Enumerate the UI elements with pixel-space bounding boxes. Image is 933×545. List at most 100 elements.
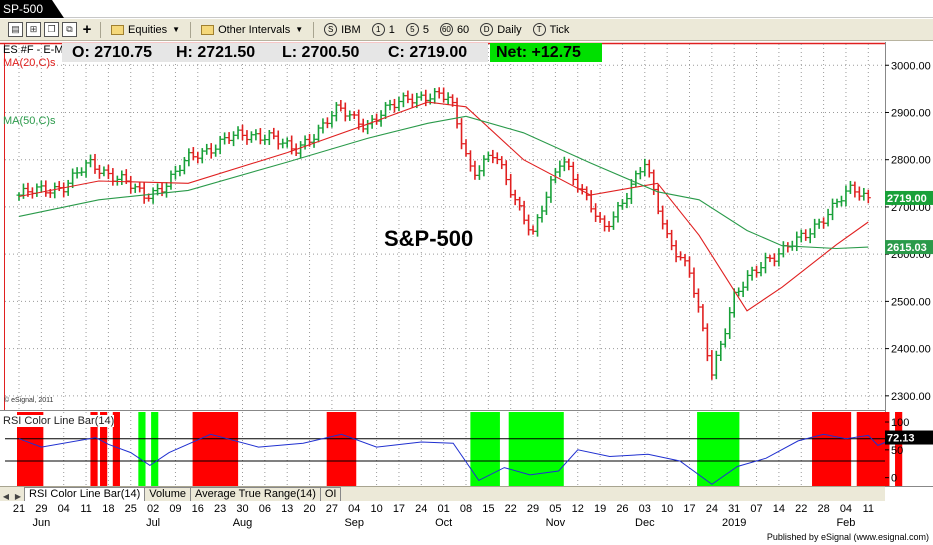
date-tick-label: 22 [795, 503, 807, 515]
rsi-line [18, 433, 898, 485]
date-tick-label: 04 [840, 503, 852, 515]
date-tick-label: 28 [817, 503, 829, 515]
publisher-footer: Published by eSignal (www.esignal.com) [766, 532, 929, 542]
equities-dropdown[interactable]: Equities ▼ [107, 24, 184, 36]
rsi-value-label: 72.13 [887, 433, 915, 445]
tab-atr[interactable]: Average True Range(14) [189, 487, 321, 501]
price-tick-label: 2400.00 [891, 344, 931, 356]
add-icon[interactable]: + [82, 20, 92, 38]
date-tick-label: 12 [572, 503, 584, 515]
study-tabs: ◀ ▶ RSI Color Line Bar(14) Volume Averag… [0, 486, 885, 501]
zoom-icon[interactable]: ⊞ [26, 22, 41, 37]
symbol-button-label: IBM [341, 23, 361, 36]
month-label: Dec [635, 517, 655, 529]
chevron-down-icon: ▼ [172, 25, 181, 34]
page-icon[interactable]: ❐ [44, 22, 59, 37]
date-tick-label: 03 [639, 503, 651, 515]
interval-button-60[interactable]: 60 60 [436, 23, 473, 36]
copyright-note: © eSignal, 2011 [4, 397, 54, 404]
date-tick-label: 04 [58, 503, 70, 515]
toolbar-divider [313, 21, 315, 38]
date-tick-label: 17 [393, 503, 405, 515]
interval-button-label: Tick [549, 23, 570, 36]
date-tick-label: 31 [728, 503, 740, 515]
quote-high: H: 2721.50 [176, 44, 256, 61]
date-tick-label: 21 [13, 503, 25, 515]
symbol-button-ibm[interactable]: S IBM [320, 23, 365, 36]
date-tick-label: 30 [236, 503, 248, 515]
toolbar: ▤ ⊞ ❐ ⧉ + Equities ▼ Other Intervals ▼ S… [0, 19, 933, 41]
rsi-oversold-zone [697, 412, 740, 486]
tab-scroll-right-icon[interactable]: ▶ [14, 492, 22, 501]
tab-scroll-left-icon[interactable]: ◀ [2, 492, 10, 501]
interval-icon: 60 [439, 23, 453, 36]
chart-icon[interactable]: ▤ [8, 22, 23, 37]
interval-icon: 5 [405, 23, 419, 36]
date-tick-label: 14 [773, 503, 785, 515]
tab-rsi[interactable]: RSI Color Line Bar(14) [24, 487, 146, 501]
interval-icon: D [480, 23, 494, 36]
date-tick-label: 19 [594, 503, 606, 515]
date-tick-label: 10 [661, 503, 673, 515]
quote-open: O: 2710.75 [72, 44, 153, 61]
date-tick-label: 23 [214, 503, 226, 515]
date-tick-label: 04 [348, 503, 360, 515]
symbol-icon: S [324, 23, 338, 36]
interval-button-daily[interactable]: D Daily [476, 23, 525, 36]
ma50-value-flag [885, 240, 933, 255]
ma50-legend: MA(50,C)s [3, 115, 56, 127]
month-label: 2019 [722, 517, 746, 529]
rsi-tick-label: 50 [891, 445, 903, 457]
ma20-line [18, 101, 869, 312]
title-bar: SP-500 [0, 0, 933, 18]
interval-button-tick[interactable]: T Tick [529, 23, 574, 36]
price-tick-label: 2900.00 [891, 107, 931, 119]
price-tick-label: 2500.00 [891, 296, 931, 308]
chevron-down-icon: ▼ [295, 25, 304, 34]
rsi-oversold-zone [138, 412, 146, 486]
toolbar-divider [100, 21, 101, 38]
date-tick-label: 02 [147, 503, 159, 515]
window-title-tab[interactable]: SP-500 [0, 0, 64, 18]
chart-title: S&P-500 [384, 226, 474, 251]
date-tick-label: 10 [370, 503, 382, 515]
rsi-oversold-zone [508, 412, 564, 486]
date-tick-label: 22 [505, 503, 517, 515]
ma50-line [18, 115, 869, 250]
date-tick-label: 25 [125, 503, 137, 515]
date-tick-label: 24 [706, 503, 718, 515]
last-price-label: 2719.00 [887, 193, 927, 205]
rsi-overbought-zone [90, 412, 98, 486]
quote-net: Net: +12.75 [490, 43, 602, 62]
interval-button-label: Daily [497, 23, 522, 36]
quote-low: L: 2700.50 [282, 44, 360, 61]
rsi-overbought-zone [192, 412, 239, 486]
quote-panel: O: 2710.75 H: 2721.50 L: 2700.50 C: 2719… [62, 43, 488, 62]
month-label: Sep [344, 517, 364, 529]
intervals-label: Other Intervals [218, 23, 291, 36]
ma50-value-label: 2615.03 [887, 242, 927, 254]
last-price-flag [885, 190, 933, 205]
month-label: Aug [233, 517, 253, 529]
rsi-overbought-zone [895, 412, 903, 486]
rsi-tick-label: 100 [891, 417, 909, 429]
equities-label: Equities [128, 23, 168, 36]
date-tick-label: 15 [482, 503, 494, 515]
date-tick-label: 05 [549, 503, 561, 515]
interval-icon: 1 [371, 23, 385, 36]
tab-volume[interactable]: Volume [144, 487, 191, 501]
date-tick-label: 06 [259, 503, 271, 515]
interval-icon: T [532, 23, 546, 36]
date-tick-label: 29 [35, 503, 47, 515]
date-tick-label: 16 [192, 503, 204, 515]
tab-oi[interactable]: OI [319, 487, 342, 501]
date-tick-label: 08 [460, 503, 472, 515]
copy-icon[interactable]: ⧉ [62, 22, 77, 37]
intervals-dropdown[interactable]: Other Intervals ▼ [197, 24, 307, 36]
folder-icon [201, 24, 215, 35]
date-tick-label: 13 [281, 503, 293, 515]
rsi-overbought-zone [856, 412, 890, 486]
